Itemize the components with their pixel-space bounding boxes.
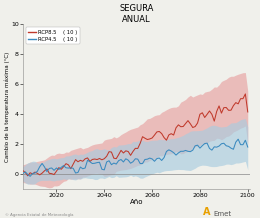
- Y-axis label: Cambio de la temperatura máxima (°C): Cambio de la temperatura máxima (°C): [4, 51, 10, 162]
- Text: Emet: Emet: [213, 211, 231, 217]
- X-axis label: Año: Año: [130, 199, 143, 205]
- Title: SEGURA
ANUAL: SEGURA ANUAL: [119, 4, 154, 24]
- Text: A: A: [203, 207, 210, 217]
- Text: © Agencia Estatal de Meteorología: © Agencia Estatal de Meteorología: [5, 213, 74, 217]
- Legend: RCP8.5    ( 10 ), RCP4.5    ( 10 ): RCP8.5 ( 10 ), RCP4.5 ( 10 ): [26, 27, 80, 44]
